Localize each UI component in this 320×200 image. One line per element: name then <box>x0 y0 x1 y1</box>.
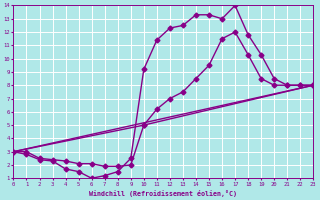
X-axis label: Windchill (Refroidissement éolien,°C): Windchill (Refroidissement éolien,°C) <box>89 190 237 197</box>
